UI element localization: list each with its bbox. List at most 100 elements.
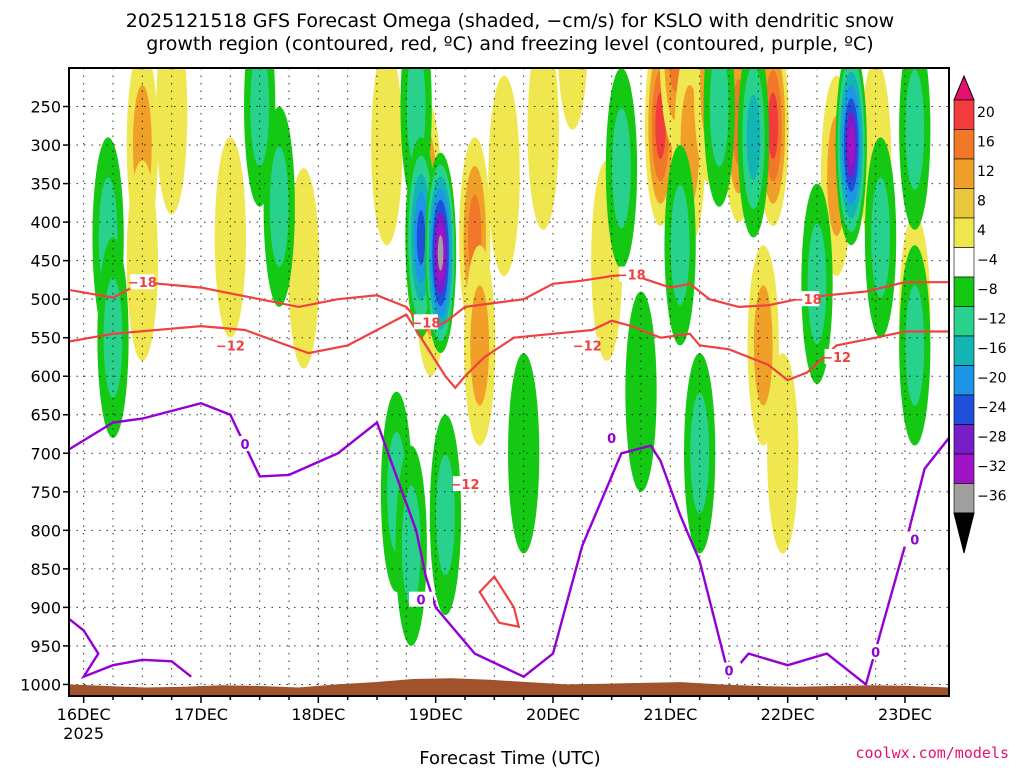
label-zero-bg	[233, 436, 257, 452]
y-tick-label-500: 500	[30, 290, 61, 309]
omega-level	[103, 277, 123, 398]
omega-cell-29	[263, 106, 295, 307]
y-tick-label-950: 950	[30, 637, 61, 656]
chart-title-line1: 2025121518 GFS Forecast Omega (shaded, −…	[126, 10, 894, 32]
colorbar-swatch-12	[953, 424, 975, 455]
y-tick-label-350: 350	[30, 175, 61, 194]
label-minus18-bg	[413, 314, 438, 330]
label-minus18: −18	[128, 276, 157, 291]
label-zero: 0	[607, 432, 616, 447]
y-tick-label-750: 750	[30, 483, 61, 502]
dgz-minus18-contour	[69, 273, 949, 332]
colorbar-swatch-9	[953, 335, 975, 366]
omega-shading	[92, 68, 931, 646]
colorbar-label: −24	[977, 400, 1007, 416]
omega-level	[767, 92, 779, 160]
colorbar-swatch-1	[953, 99, 975, 130]
omega-cell-37	[605, 68, 638, 269]
label-zero: 0	[910, 534, 919, 549]
omega-level	[436, 454, 455, 576]
colorbar-label: 20	[977, 105, 995, 121]
y-tick-label-850: 850	[30, 560, 61, 579]
colorbar-label: −4	[977, 253, 998, 269]
colorbar-label: 12	[977, 164, 995, 180]
omega-level	[612, 108, 631, 229]
omega-cell-2	[156, 68, 188, 215]
x-tick-label-21DEC: 21DEC	[643, 705, 697, 724]
colorbar-label: 8	[977, 194, 986, 210]
omega-level	[488, 75, 520, 277]
omega-cell-31	[395, 445, 427, 646]
colorbar-label: −28	[977, 430, 1007, 446]
colorbar-label: −12	[977, 312, 1007, 328]
colorbar-swatch-10	[953, 365, 975, 396]
label-minus18: −18	[617, 269, 646, 284]
colorbar-swatch-6	[953, 247, 975, 278]
colorbar: 20 16 12 8 4 −4 −8 −12 −16 −20 −24 −28 −32 −36	[953, 74, 1007, 554]
omega-cell-36	[508, 353, 540, 554]
colorbar-label: −16	[977, 341, 1007, 357]
x-tick-label-18DEC: 18DEC	[291, 705, 345, 724]
colorbar-swatch-8	[953, 306, 975, 337]
label-zero: 0	[416, 594, 425, 609]
y-tick-label-1000: 1000	[20, 675, 61, 694]
label-minus18: −18	[411, 316, 440, 331]
label-zero-bg	[717, 662, 741, 678]
x-tick-label-17DEC: 17DEC	[174, 705, 228, 724]
omega-level	[401, 485, 421, 606]
omega-level	[848, 125, 855, 166]
y-tick-label-400: 400	[30, 213, 61, 232]
label-minus12: −12	[451, 478, 480, 493]
colorbar-swatch-14	[953, 483, 975, 514]
label-minus12-bg	[824, 348, 849, 364]
credit-link[interactable]: coolwx.com/models	[855, 744, 1009, 762]
omega-level	[416, 210, 426, 265]
dgz-minus12-contour	[69, 313, 949, 390]
x-tick-label-16DEC: 16DEC	[57, 705, 111, 724]
x-tick-label-23DEC: 23DEC	[878, 705, 932, 724]
omega-cell-39	[664, 145, 696, 346]
omega-cell-11	[527, 68, 559, 230]
omega-cell-47	[899, 245, 931, 446]
colorbar-label: −20	[977, 371, 1007, 387]
omega-level	[269, 146, 289, 267]
omega-level	[905, 285, 925, 406]
y-tick-label-650: 650	[30, 406, 61, 425]
y-tick-label-450: 450	[30, 252, 61, 271]
omega-level	[527, 68, 559, 230]
omega-level	[508, 353, 540, 554]
omega-cell-5	[371, 68, 403, 246]
omega-cell-35	[429, 414, 462, 616]
colorbar-swatch-2	[953, 129, 975, 160]
omega-level	[371, 68, 403, 246]
omega-cell-42	[737, 68, 770, 238]
label-minus12: −12	[573, 339, 602, 354]
label-minus18-bg	[130, 274, 155, 290]
label-minus18-bg	[619, 266, 644, 282]
omega-level	[156, 68, 188, 215]
colorbar-swatch-5	[953, 217, 975, 248]
minus12-closed-contour	[478, 574, 521, 629]
x-axis-label: Forecast Time (UTC)	[419, 748, 600, 768]
label-zero: 0	[871, 646, 880, 661]
contours: −18 −18 −18 −18 −12 −12 −12 −12 0 0 0 0 0 0	[69, 266, 949, 687]
omega-cell-10	[488, 75, 520, 277]
omega-level	[250, 68, 270, 167]
omega-cell-45	[864, 137, 897, 338]
x-tick-label-22DEC: 22DEC	[761, 705, 815, 724]
colorbar-swatch-13	[953, 453, 975, 484]
label-zero: 0	[240, 438, 249, 453]
label-zero-bg	[599, 429, 624, 445]
y-tick-label-300: 300	[30, 136, 61, 155]
y-tick-label-250: 250	[30, 98, 61, 117]
omega-cell-4	[288, 168, 320, 369]
colorbar-label: −32	[977, 459, 1007, 475]
omega-cell-46	[899, 68, 931, 230]
omega-level	[437, 235, 444, 271]
colorbar-label: 16	[977, 135, 995, 151]
label-minus12: −12	[822, 351, 851, 366]
y-tick-label-900: 900	[30, 598, 61, 617]
colorbar-swatch-3	[953, 158, 975, 189]
label-minus18-bg	[795, 291, 820, 307]
x-tick-sublabel-2025: 2025	[63, 724, 104, 743]
